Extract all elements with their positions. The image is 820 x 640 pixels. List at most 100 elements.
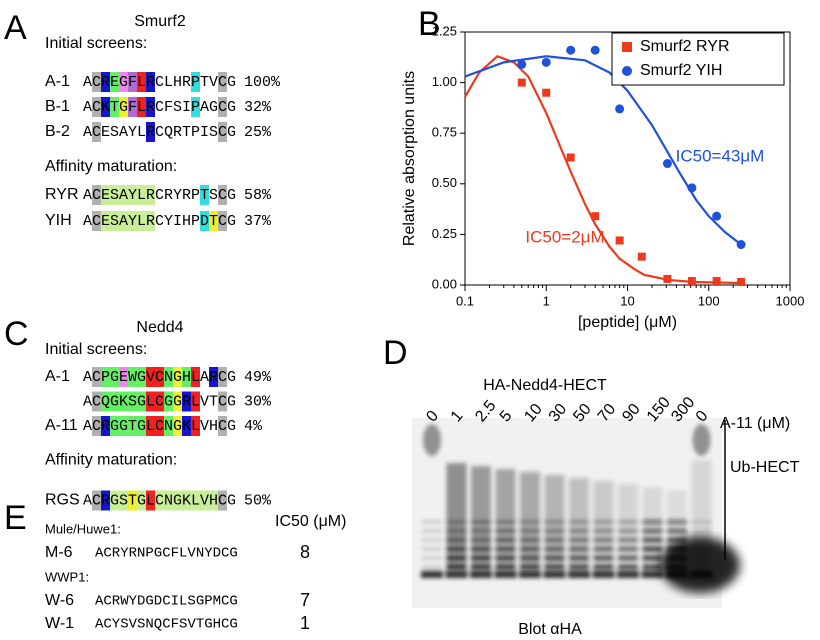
residue-highlight: [110, 97, 119, 117]
band: [422, 538, 442, 542]
residue-highlight: [164, 367, 173, 387]
section-heading: Affinity maturation:: [45, 158, 177, 175]
band: [446, 520, 467, 524]
residue-highlight: [101, 72, 110, 92]
sequence: ACRWYDGDCILSGPMCG: [95, 594, 238, 610]
residue-highlight: [146, 72, 155, 92]
band: [569, 538, 589, 542]
panel-title: Smurf2: [134, 13, 186, 30]
residue-highlight: [119, 97, 128, 117]
band: [544, 565, 565, 569]
annotation: IC50=43μM: [676, 146, 765, 165]
band: [593, 547, 614, 551]
panel-title: HA-Nedd4-HECT: [483, 377, 607, 394]
ic50-value: 7: [300, 590, 310, 610]
residue-highlight: [155, 490, 164, 511]
residue-highlight: [137, 416, 146, 436]
band: [445, 571, 468, 578]
residue-highlight: [209, 211, 218, 231]
residue-highlight: [110, 367, 119, 387]
residue-highlight: [146, 97, 155, 117]
band: [422, 565, 442, 569]
residue-highlight: [128, 97, 137, 117]
band: [593, 529, 614, 533]
band: [642, 556, 663, 560]
band: [471, 520, 491, 524]
column-header: IC50 (μM): [275, 513, 346, 530]
residue-highlight: [200, 185, 209, 205]
residue-highlight: [137, 490, 146, 511]
fit-curve: [464, 55, 742, 246]
ic50-value: 8: [300, 542, 310, 562]
band: [617, 571, 639, 578]
residue-highlight: [128, 490, 137, 511]
top-band: [692, 424, 711, 456]
percent: 4%: [244, 418, 263, 435]
residue-highlight: [92, 391, 101, 412]
residue-highlight: [110, 211, 119, 231]
row-name: M-6: [45, 544, 73, 561]
point: [566, 153, 575, 162]
point: [590, 45, 600, 55]
band: [520, 547, 540, 551]
point: [541, 57, 551, 67]
point: [615, 236, 624, 245]
band: [520, 565, 540, 569]
residue-highlight: [110, 185, 119, 205]
x-tick-label: 1000: [776, 293, 805, 308]
section-heading: Initial screens:: [45, 341, 147, 358]
residue-highlight: [137, 367, 146, 387]
residue-highlight: [218, 490, 227, 511]
band: [544, 556, 565, 560]
point: [687, 183, 697, 193]
residue-highlight: [137, 185, 146, 205]
sequence: ACRGSTGLCNGKLVHCG: [83, 492, 236, 509]
band: [667, 529, 687, 533]
band: [495, 529, 516, 533]
residue-highlight: [110, 391, 119, 412]
residue-highlight: [119, 367, 128, 387]
band: [667, 538, 687, 542]
residue-highlight: [146, 367, 155, 387]
residue-highlight: [218, 391, 227, 412]
fit-curve: [464, 55, 742, 285]
residue-highlight: [218, 211, 227, 231]
panel-label: C: [4, 315, 29, 353]
band: [422, 547, 442, 551]
residue-highlight: [191, 367, 200, 387]
band: [592, 571, 615, 578]
band: [495, 565, 516, 569]
band: [642, 565, 663, 569]
band: [495, 556, 516, 560]
row-name: RGS: [45, 492, 80, 509]
residue-highlight: [101, 97, 110, 117]
band: [520, 529, 540, 533]
residue-highlight: [164, 391, 173, 412]
legend-label: Smurf2 RYR: [640, 38, 730, 55]
y-tick-label: 1.00: [432, 74, 457, 89]
residue-highlight: [155, 367, 164, 387]
residue-highlight: [128, 72, 137, 92]
point: [712, 211, 722, 221]
residue-highlight: [209, 367, 218, 387]
band: [471, 547, 491, 551]
residue-highlight: [128, 416, 137, 436]
percent: 100%: [244, 74, 281, 91]
band: [422, 520, 442, 524]
residue-highlight: [146, 490, 155, 511]
point: [712, 276, 721, 285]
residue-highlight: [92, 72, 101, 92]
band: [641, 571, 664, 578]
residue-highlight: [92, 97, 101, 117]
sequence: ACREGFLRCLHRPTVCG: [83, 74, 236, 91]
legend-label: Smurf2 YIH: [640, 62, 722, 79]
band: [471, 538, 491, 542]
residue-highlight: [101, 391, 110, 412]
point: [736, 240, 746, 250]
percent: 32%: [244, 99, 272, 116]
sequence: ACESAYLRCRYRPTSCG: [83, 187, 236, 204]
band: [446, 529, 467, 533]
percent: 30%: [244, 393, 272, 410]
ic50-value: 1: [300, 613, 310, 633]
